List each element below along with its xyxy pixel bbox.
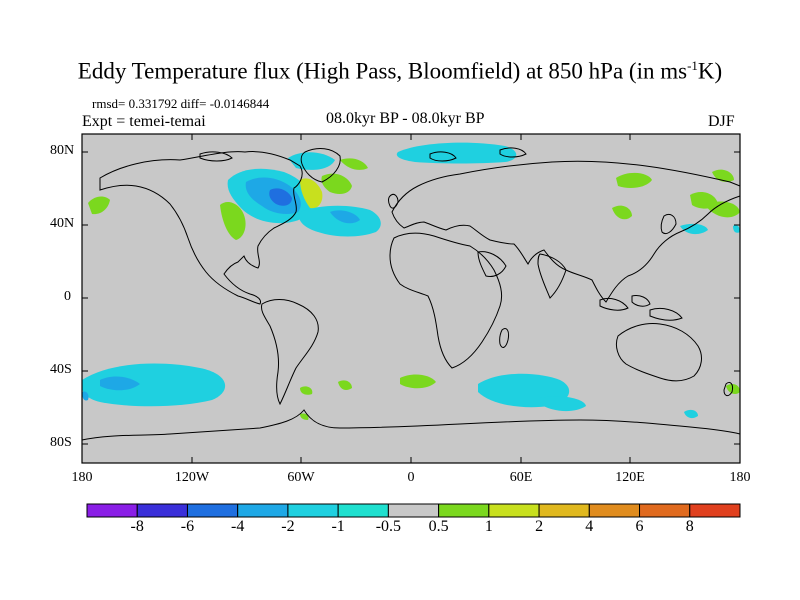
colorbar-box [136,503,188,518]
lon-label-0: 0 [407,470,415,485]
lon-label-120w: 120W [174,470,210,485]
coastlines [81,147,741,441]
experiment-label: Expt = temei-temai [82,113,206,130]
colorbar-box [337,503,389,518]
lon-label-180-left: 180 [71,470,93,485]
axis-ticks [82,134,740,463]
colorbar-label: -8 [130,518,144,535]
colorbar-label: -1 [331,518,345,535]
period-label: 08.0kyr BP - 08.0kyr BP [326,110,485,127]
lat-label-40s: 40S [50,362,72,377]
colorbar-label: -4 [231,518,245,535]
colorbar-label: 0.5 [428,518,449,535]
lon-label-180-right: 180 [729,470,751,485]
colorbar-box [186,503,239,518]
colorbar-label: -6 [180,518,195,535]
colorbar-box [237,503,289,518]
colorbar-label: -2 [281,518,295,535]
lon-label-120e: 120E [615,470,645,485]
colorbar-box [538,503,590,518]
colorbar-box [639,503,691,518]
colorbar-label: 2 [535,518,544,535]
colorbar-label: 6 [635,518,644,535]
map-area [82,134,740,463]
colorbar-label: 8 [685,518,694,535]
colorbar-box [387,503,440,518]
colorbar-box [287,503,339,518]
colorbar [86,503,741,518]
anomaly-shading [81,142,740,420]
colorbar-label: 4 [585,518,594,535]
colorbar-box [689,503,741,518]
lat-label-0: 0 [64,289,71,304]
lon-label-60w: 60W [287,470,315,485]
colorbar-label: 1 [484,518,493,535]
colorbar-box [488,503,540,518]
map-title: Eddy Temperature flux (High Pass, Bloomf… [77,58,723,84]
colorbar-box [588,503,641,518]
stats-text: rmsd= 0.331792 diff= -0.0146844 [92,96,270,111]
season-label: DJF [708,113,735,130]
colorbar-box [438,503,490,518]
lon-label-60e: 60E [509,470,533,485]
colorbar-label: -0.5 [375,518,402,535]
lat-label-80n: 80N [50,143,75,158]
colorbar-box [86,503,138,518]
lat-label-40n: 40N [50,216,75,231]
lat-label-80s: 80S [50,435,72,450]
